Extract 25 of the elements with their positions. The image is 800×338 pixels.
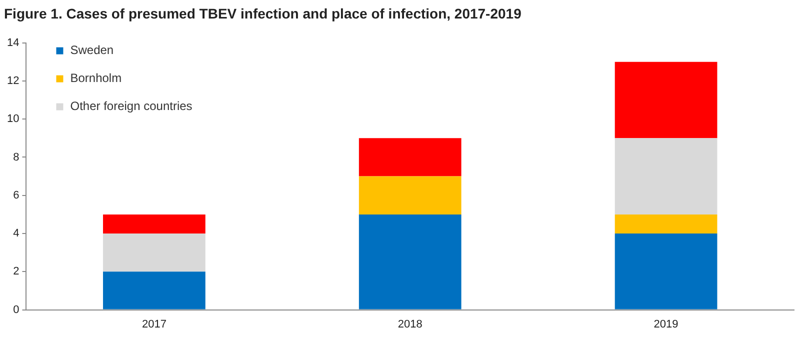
x-tick-label: 2018 [398,318,422,330]
chart-title: Figure 1. Cases of presumed TBEV infection and place of infection, 2017-2019 [4,5,522,22]
legend-label: Sweden [70,43,114,58]
legend-label: Bornholm [70,71,122,86]
y-tick-label: 14 [6,36,20,49]
bar [358,138,462,176]
x-tick-label: 2017 [142,318,166,330]
y-tick-label: 12 [6,74,20,87]
bar [358,214,462,310]
bar [614,234,718,310]
bar [103,272,206,310]
bar [103,214,206,234]
x-tick-label: 2019 [654,318,678,330]
y-tick-label: 8 [13,151,20,164]
legend-label: Other foreign countries [70,99,192,114]
y-tick-label: 2 [13,266,20,278]
bar [614,62,718,138]
y-tick-label: 6 [13,189,20,202]
bar [614,214,718,234]
y-tick-label: 4 [13,228,20,240]
y-tick-label: 10 [6,113,20,126]
bar [614,138,718,214]
y-tick-label: 0 [13,304,20,316]
bar [103,234,206,272]
bar [358,176,462,214]
